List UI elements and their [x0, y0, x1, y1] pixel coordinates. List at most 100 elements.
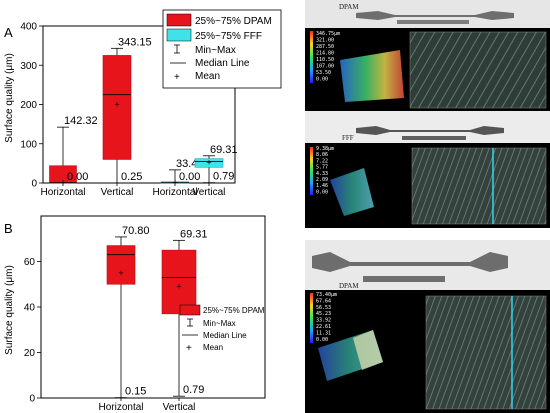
- max-data-label: 70.80: [122, 225, 150, 237]
- color-scale-label: 9.38μm: [316, 146, 334, 152]
- min-data-label: 0.25: [121, 171, 142, 183]
- photo-label-fff: FFF: [342, 134, 354, 142]
- color-scale-label: 1.46: [316, 183, 328, 189]
- photo-dpam-specimen-2: DPAM: [305, 240, 550, 290]
- min-data-label: 0.15: [125, 386, 146, 398]
- color-scale-label: 4.33: [316, 171, 328, 177]
- legend-mean-icon: +: [174, 72, 180, 83]
- height-map-1: [340, 50, 404, 102]
- photo-label-dpam-2: DPAM: [339, 282, 359, 290]
- box-iqr: [106, 245, 136, 285]
- x-tick-label: Horizontal: [40, 187, 85, 198]
- color-scale-label: 0.00: [316, 189, 328, 195]
- color-scale-label: 0.00: [316, 337, 328, 343]
- boxes-a: +142.320.00+343.150.25 +33.430.00+69.310.…: [49, 36, 238, 188]
- surface-scan-1: 346.75μm321.00287.50214.80110.50107.0053…: [305, 28, 550, 111]
- y-tick-label: 40: [24, 303, 36, 314]
- color-scale-label: 11.31: [316, 330, 331, 336]
- photo-dpam-specimen-1: DPAM: [305, 0, 550, 28]
- color-scale-label: 321.00: [316, 38, 334, 44]
- chart-a: A Surface quality (μm) 0 100 200 300 400 Hor…: [4, 9, 282, 198]
- mean-marker: +: [176, 282, 181, 292]
- color-scale-label: 73.40μm: [316, 292, 337, 298]
- panel-letter-a: A: [4, 25, 13, 40]
- color-scale-label: 0.00: [316, 77, 328, 83]
- y-ticks-b: 0 20 40 60: [24, 257, 41, 405]
- y-tick-label: 100: [20, 139, 37, 150]
- min-data-label: 0.00: [67, 171, 88, 183]
- x-tick-label: Horizontal: [152, 187, 197, 198]
- color-scale-bar-1: [310, 31, 313, 83]
- min-data-label: 0.00: [179, 171, 200, 183]
- micrograph-1: [409, 31, 547, 109]
- color-scale-label: 5.77: [316, 165, 328, 171]
- min-data-label: 0.79: [183, 384, 204, 396]
- legend-b-label-mean: Mean: [203, 343, 223, 352]
- max-data-label: 343.15: [118, 36, 152, 48]
- max-data-label: 69.31: [210, 144, 238, 156]
- y-tick-label: 200: [20, 100, 37, 111]
- legend-b-swatch-dpam: [179, 304, 201, 316]
- legend-label-median: Median Line: [195, 58, 250, 69]
- color-scale-labels-3: 73.40μm67.6456.5345.2333.9222.6111.310.0…: [316, 292, 337, 343]
- color-scale-label: 107.00: [316, 64, 334, 70]
- y-axis-title-b: Surface quality (μm): [4, 265, 15, 355]
- color-scale-label: 2.09: [316, 177, 328, 183]
- legend-label-dpam: 25%~75% DPAM: [195, 16, 272, 27]
- height-map-3-highlight: [353, 330, 383, 370]
- y-tick-label: 300: [20, 61, 37, 72]
- legend-b-mean-icon: +: [186, 343, 192, 354]
- max-data-label: 69.31: [180, 228, 208, 240]
- panel-letter-b: B: [4, 221, 13, 236]
- color-scale-label: 22.61: [316, 324, 331, 330]
- mean-marker: +: [118, 268, 123, 278]
- color-scale-bar-3: [310, 293, 313, 343]
- y-tick-label: 20: [24, 348, 36, 359]
- color-scale-label: 53.50: [316, 70, 331, 76]
- color-scale-label: 67.64: [316, 298, 331, 304]
- x-tick-label: Horizontal: [98, 402, 143, 413]
- y-tick-label: 0: [29, 394, 35, 405]
- photo-label-dpam-1: DPAM: [339, 3, 359, 11]
- color-scale-label: 287.50: [316, 44, 334, 50]
- y-tick-label: 0: [31, 179, 37, 190]
- y-tick-label: 400: [20, 22, 37, 33]
- chart-b: B Surface quality (μm) 0 20 40 60 Horizonta…: [4, 215, 266, 413]
- y-tick-label: 60: [24, 257, 36, 268]
- legend-label-fff: 25%~75% FFF: [195, 31, 262, 42]
- color-scale-label: 8.06: [316, 152, 328, 158]
- legend-b-label-minmax: Min~Max: [203, 319, 236, 328]
- min-data-label: 0.79: [213, 171, 234, 183]
- legend-a: 25%~75% DPAM 25%~75% FFF Min~Max Median …: [162, 9, 282, 89]
- x-ticks-b: Horizontal Vertical: [98, 398, 195, 413]
- mean-marker: +: [114, 100, 119, 110]
- box-iqr: [102, 55, 132, 160]
- color-scale-labels-1: 346.75μm321.00287.50214.80110.50107.0053…: [316, 31, 340, 83]
- mean-marker: +: [60, 178, 65, 188]
- color-scale-label: 110.50: [316, 57, 334, 63]
- x-tick-label: Vertical: [101, 187, 134, 198]
- box-dpam-horizontal: +70.80 0.15: [106, 225, 150, 399]
- legend-swatch-fff: [166, 28, 192, 42]
- legend-b-label-dpam: 25%~75% DPAM: [203, 306, 265, 315]
- legend-minmax-icon: [174, 44, 180, 54]
- box-dpam-vertical: +343.15 0.25: [102, 36, 152, 184]
- mean-marker: +: [206, 158, 211, 168]
- x-tick-label: Vertical: [163, 402, 196, 413]
- color-scale-label: 7.22: [316, 158, 328, 164]
- mean-marker: +: [172, 178, 177, 188]
- box-dpam-vertical: +69.31 0.79: [161, 228, 208, 397]
- color-scale-label: 56.53: [316, 305, 331, 311]
- color-scale-label: 33.92: [316, 318, 331, 324]
- legend-label-mean: Mean: [195, 71, 220, 82]
- boxes-b: +70.80 0.15 +69.31 0.79: [106, 225, 208, 399]
- color-scale-bar-2: [310, 147, 313, 195]
- y-ticks-a: 0 100 200 300 400: [20, 22, 43, 190]
- color-scale-label: 45.23: [316, 311, 331, 317]
- box-fff-vertical: +69.31 0.79: [194, 144, 238, 184]
- color-scale-label: 214.80: [316, 51, 334, 57]
- surface-scan-3: 73.40μm67.6456.5345.2333.9222.6111.310.0…: [305, 290, 550, 413]
